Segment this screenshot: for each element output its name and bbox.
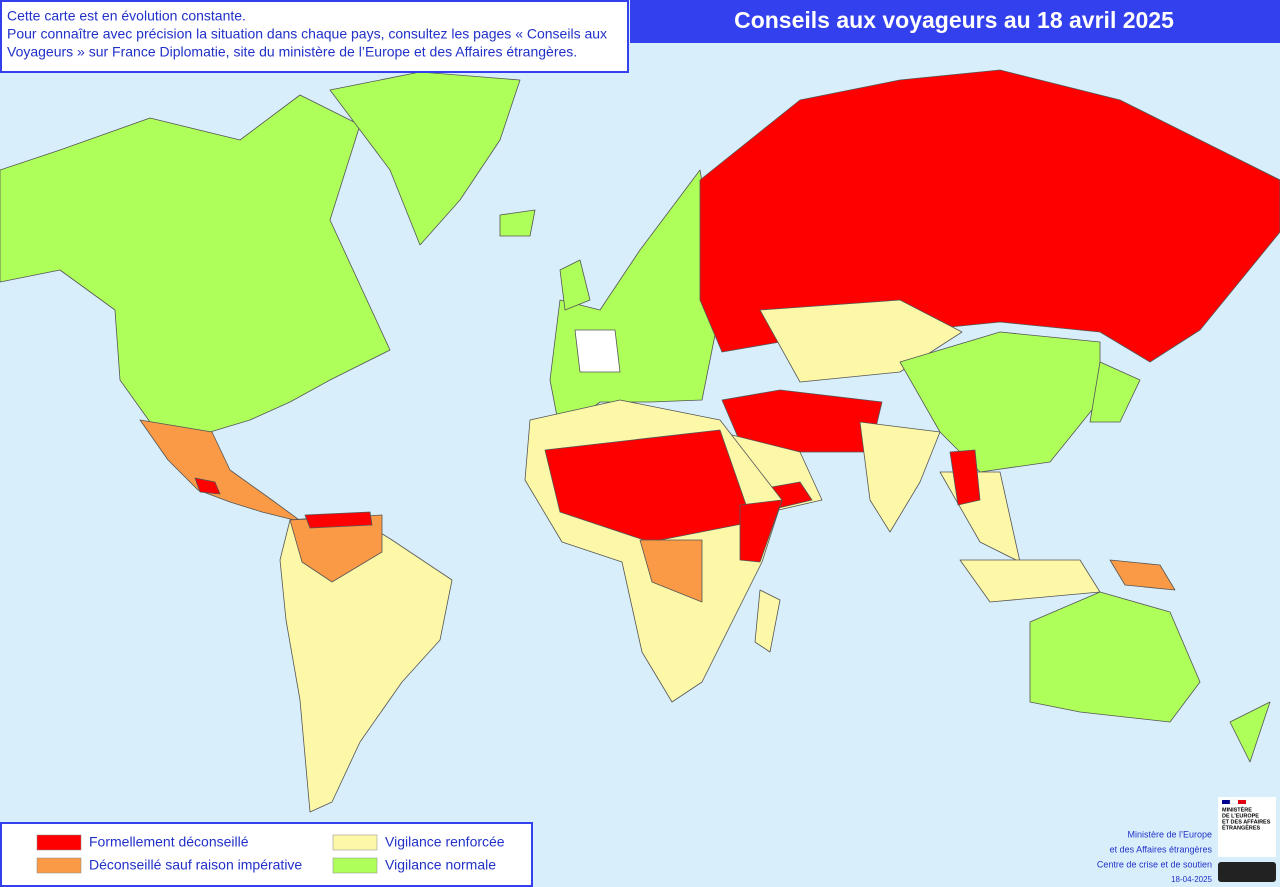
legend-label: Vigilance normale	[385, 857, 496, 873]
venezuela-red-zone	[304, 511, 373, 529]
note: Cette carte est en évolution constante. P…	[7, 8, 607, 60]
madagascar	[754, 589, 781, 653]
credit-line: Centre de crise et de soutien	[1097, 859, 1212, 869]
legend-swatch	[332, 857, 378, 874]
credit-line: et des Affaires étrangères	[1110, 844, 1213, 854]
legend-swatch	[36, 857, 82, 874]
new-zealand	[1229, 701, 1271, 763]
legend-label: Vigilance renforcée	[385, 834, 505, 850]
logo-line: ET DES AFFAIRES	[1222, 819, 1271, 825]
sahel	[544, 429, 753, 543]
iceland	[499, 209, 536, 237]
north-america	[0, 94, 391, 433]
logo-line: MINISTÈRE	[1222, 805, 1252, 813]
note-line: Cette carte est en évolution constante.	[7, 8, 246, 24]
title: Conseils aux voyageurs au 18 avril 2025	[734, 7, 1174, 33]
india	[859, 421, 941, 533]
central-africa	[639, 539, 703, 603]
credits: Ministère de l’Europe et des Affaires étr…	[1097, 829, 1213, 884]
legend-box	[0, 822, 533, 887]
japan	[1089, 361, 1141, 423]
flag-red	[1238, 800, 1246, 804]
mexico	[139, 419, 303, 523]
legend-label: Formellement déconseillé	[89, 834, 249, 850]
note-line: Voyageurs » sur France Diplomatie, site …	[7, 44, 577, 60]
cc-badge	[1218, 862, 1276, 882]
title-bar	[630, 0, 1280, 43]
russia	[699, 69, 1280, 363]
south-america	[279, 514, 453, 813]
myanmar	[949, 449, 981, 506]
legend: Formellement déconseillé Déconseillé sauf…	[36, 834, 505, 874]
mexico-red-zone	[194, 477, 221, 495]
papua-new-guinea	[1109, 559, 1176, 591]
uk	[559, 259, 591, 311]
greenland	[329, 71, 521, 246]
logo-line: ÉTRANGÈRES	[1222, 823, 1261, 831]
flag-blue	[1222, 800, 1230, 804]
note-line: Pour connaître avec précision la situati…	[7, 26, 607, 42]
flag-white	[1229, 799, 1239, 805]
land-masses	[0, 69, 1280, 813]
logo-box	[1218, 797, 1276, 857]
legend-label: Déconseillé sauf raison impérative	[89, 857, 302, 873]
logo-line: DE L’EUROPE	[1222, 813, 1259, 819]
note-box	[0, 0, 629, 73]
somalia	[739, 499, 783, 563]
france	[574, 329, 621, 373]
china	[899, 331, 1101, 473]
credit-line: Ministère de l’Europe	[1127, 829, 1212, 839]
legend-swatch	[332, 834, 378, 851]
australia	[1029, 591, 1201, 723]
credit-line: 18-04-2025	[1171, 875, 1212, 884]
legend-swatch	[36, 834, 82, 851]
